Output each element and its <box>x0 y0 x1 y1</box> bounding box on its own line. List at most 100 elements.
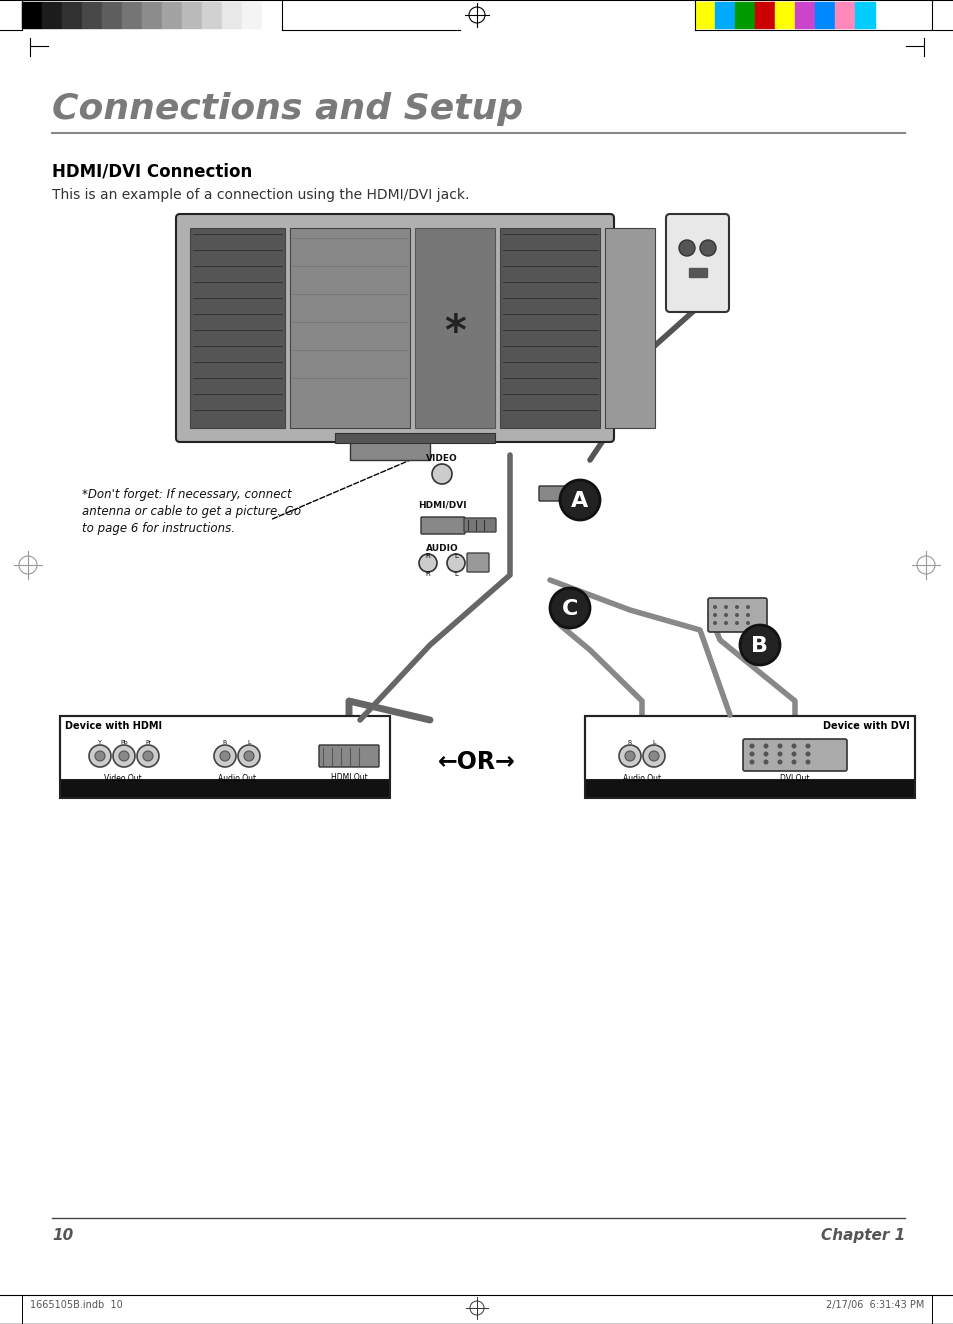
Text: *: * <box>444 312 465 354</box>
Circle shape <box>137 745 159 767</box>
Circle shape <box>804 760 810 764</box>
FancyBboxPatch shape <box>665 214 728 312</box>
Text: This is an example of a connection using the HDMI/DVI jack.: This is an example of a connection using… <box>52 188 469 203</box>
Bar <box>499 228 599 428</box>
Circle shape <box>749 760 754 764</box>
Bar <box>688 267 706 277</box>
Text: Y: Y <box>98 740 102 745</box>
Circle shape <box>143 751 152 761</box>
Bar <box>604 228 655 428</box>
Circle shape <box>679 240 695 256</box>
Text: B: B <box>751 636 768 655</box>
Bar <box>415 228 495 428</box>
Bar <box>584 780 914 798</box>
Text: *Don't forget: If necessary, connect
antenna or cable to get a picture. Go
to pa: *Don't forget: If necessary, connect ant… <box>82 489 301 535</box>
Text: R: R <box>627 740 632 745</box>
Bar <box>60 716 390 780</box>
Text: 1665105B.indb  10: 1665105B.indb 10 <box>30 1300 123 1309</box>
Text: L: L <box>247 740 251 745</box>
Circle shape <box>712 605 717 609</box>
Circle shape <box>740 625 780 665</box>
Circle shape <box>804 744 810 748</box>
Bar <box>60 780 390 798</box>
Circle shape <box>559 481 599 520</box>
Bar <box>102 3 122 28</box>
Circle shape <box>777 760 781 764</box>
Circle shape <box>648 751 659 761</box>
Circle shape <box>89 745 111 767</box>
Bar <box>754 3 774 28</box>
Circle shape <box>762 760 768 764</box>
Circle shape <box>749 752 754 756</box>
Text: Device with DVI: Device with DVI <box>822 722 909 731</box>
Text: Video Out: Video Out <box>104 775 142 782</box>
Circle shape <box>237 745 260 767</box>
Circle shape <box>762 744 768 748</box>
Bar <box>584 716 914 780</box>
Text: DVI Out: DVI Out <box>780 775 809 782</box>
Circle shape <box>791 752 796 756</box>
Circle shape <box>712 613 717 617</box>
Circle shape <box>791 760 796 764</box>
Bar <box>22 3 42 28</box>
Circle shape <box>734 621 739 625</box>
Bar <box>814 3 834 28</box>
Circle shape <box>749 744 754 748</box>
Bar <box>695 3 714 28</box>
Bar <box>190 228 285 428</box>
FancyBboxPatch shape <box>742 739 846 771</box>
Circle shape <box>791 744 796 748</box>
Bar <box>714 3 734 28</box>
Circle shape <box>550 588 589 628</box>
Bar <box>162 3 182 28</box>
Bar <box>834 3 854 28</box>
Circle shape <box>700 240 716 256</box>
Text: L: L <box>454 553 457 559</box>
FancyBboxPatch shape <box>318 745 378 767</box>
Circle shape <box>777 744 781 748</box>
Circle shape <box>762 752 768 756</box>
Text: Pr: Pr <box>145 740 151 745</box>
Text: Pb: Pb <box>120 740 128 745</box>
Text: Device with HDMI: Device with HDMI <box>65 722 162 731</box>
Text: Connections and Setup: Connections and Setup <box>52 91 522 126</box>
FancyBboxPatch shape <box>463 518 496 532</box>
Bar <box>222 3 242 28</box>
Circle shape <box>618 745 640 767</box>
Text: A: A <box>571 491 588 511</box>
Circle shape <box>777 752 781 756</box>
Circle shape <box>734 605 739 609</box>
Bar <box>290 228 410 428</box>
Bar <box>42 3 62 28</box>
Circle shape <box>712 621 717 625</box>
Text: R: R <box>425 571 430 577</box>
Bar <box>584 716 914 798</box>
Bar <box>202 3 222 28</box>
Text: HDMI/DVI: HDMI/DVI <box>417 500 466 510</box>
Bar <box>335 433 495 444</box>
Circle shape <box>95 751 105 761</box>
Circle shape <box>642 745 664 767</box>
Text: ←OR→: ←OR→ <box>437 749 516 775</box>
Bar <box>794 3 814 28</box>
Text: HDMI Out: HDMI Out <box>331 773 367 782</box>
Bar <box>142 3 162 28</box>
Bar <box>122 3 142 28</box>
Text: R: R <box>223 740 227 745</box>
Text: HDMI/DVI Connection: HDMI/DVI Connection <box>52 162 252 180</box>
FancyBboxPatch shape <box>538 486 573 500</box>
Circle shape <box>432 463 452 485</box>
Circle shape <box>745 613 749 617</box>
Text: AUDIO: AUDIO <box>425 544 457 553</box>
Circle shape <box>447 553 464 572</box>
Text: VIDEO: VIDEO <box>426 454 457 463</box>
Circle shape <box>418 553 436 572</box>
Circle shape <box>624 751 635 761</box>
Text: L: L <box>652 740 655 745</box>
Bar <box>350 438 430 459</box>
Circle shape <box>804 752 810 756</box>
Text: 2/17/06  6:31:43 PM: 2/17/06 6:31:43 PM <box>824 1300 923 1309</box>
Circle shape <box>112 745 135 767</box>
Circle shape <box>734 613 739 617</box>
Text: 10: 10 <box>52 1227 73 1243</box>
